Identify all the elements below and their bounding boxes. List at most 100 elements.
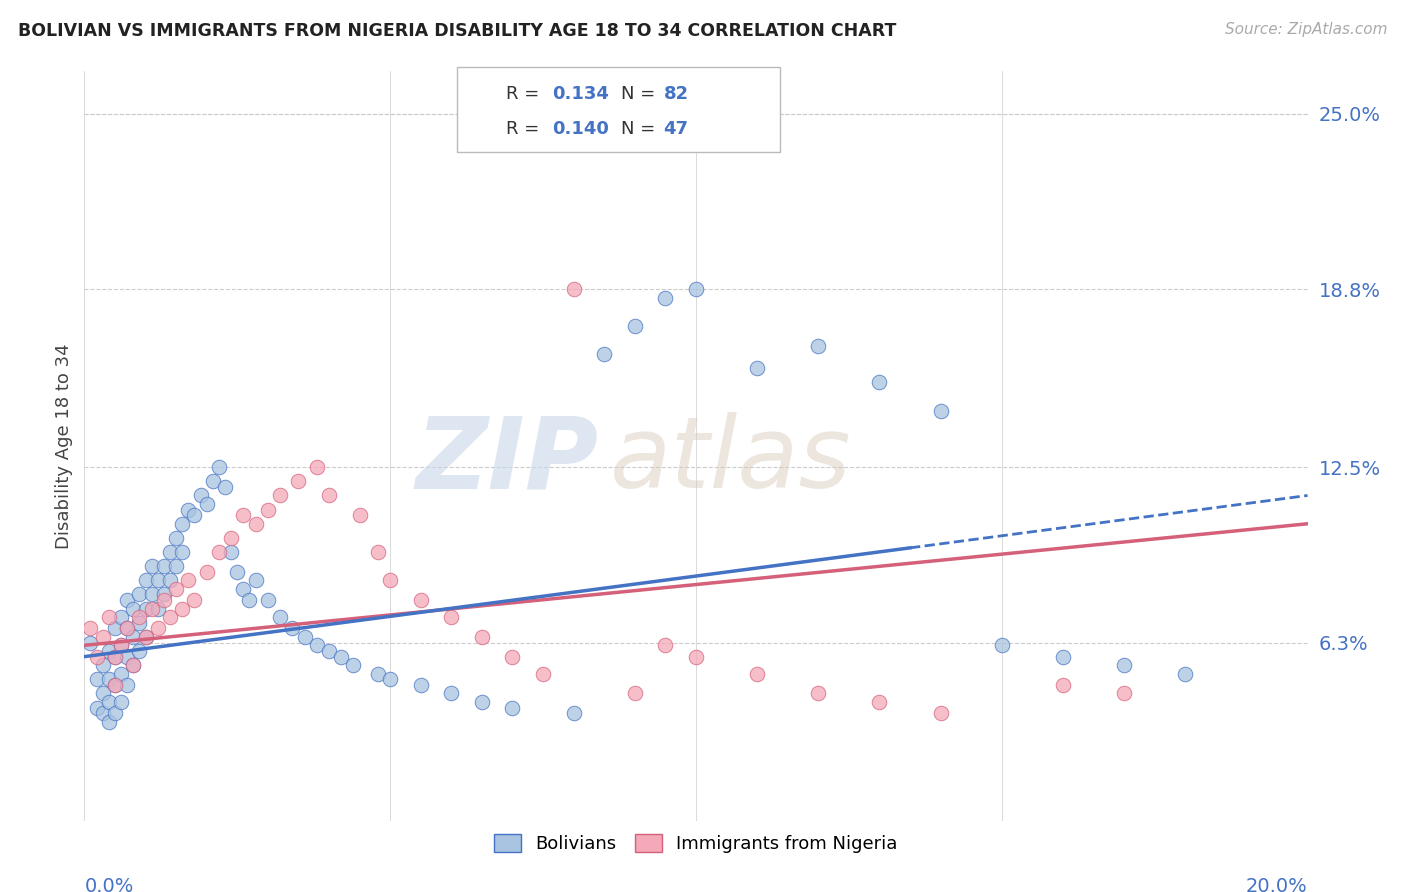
Point xyxy=(281,621,304,635)
Point xyxy=(1174,666,1197,681)
Point xyxy=(91,686,114,700)
Point xyxy=(165,531,187,545)
Point xyxy=(624,318,647,333)
Point xyxy=(91,630,114,644)
Point xyxy=(294,630,316,644)
Point xyxy=(195,565,218,579)
Point xyxy=(747,666,769,681)
Point xyxy=(115,621,138,635)
Point xyxy=(471,630,494,644)
Point xyxy=(122,630,145,644)
Point xyxy=(562,706,585,721)
Point xyxy=(869,376,891,390)
Point xyxy=(97,610,120,624)
Point xyxy=(141,559,163,574)
Point xyxy=(1114,686,1136,700)
Point xyxy=(471,695,494,709)
Point xyxy=(97,673,120,687)
Point xyxy=(245,574,267,588)
Point xyxy=(318,644,340,658)
Point xyxy=(141,601,163,615)
Point xyxy=(190,488,212,502)
Point xyxy=(165,559,187,574)
Point xyxy=(409,593,432,607)
Point xyxy=(269,488,291,502)
Point xyxy=(929,403,952,417)
Point xyxy=(287,475,309,489)
Point xyxy=(208,545,231,559)
Point xyxy=(115,649,138,664)
Point xyxy=(367,545,389,559)
Point xyxy=(232,508,254,523)
Y-axis label: Disability Age 18 to 34: Disability Age 18 to 34 xyxy=(55,343,73,549)
Point xyxy=(122,658,145,673)
Point xyxy=(122,601,145,615)
Point xyxy=(807,686,830,700)
Point xyxy=(135,601,157,615)
Point xyxy=(747,361,769,376)
Point xyxy=(110,638,132,652)
Point xyxy=(440,610,463,624)
Point xyxy=(153,559,176,574)
Point xyxy=(146,574,169,588)
Point xyxy=(201,475,224,489)
Text: Source: ZipAtlas.com: Source: ZipAtlas.com xyxy=(1225,22,1388,37)
Point xyxy=(654,638,676,652)
Point xyxy=(183,593,205,607)
Point xyxy=(593,347,616,361)
Point xyxy=(409,678,432,692)
Point xyxy=(86,649,108,664)
Point xyxy=(165,582,187,596)
Point xyxy=(440,686,463,700)
Point xyxy=(245,516,267,531)
Point xyxy=(97,714,120,729)
Point xyxy=(104,621,127,635)
Point xyxy=(624,686,647,700)
Point xyxy=(110,695,132,709)
Text: N =: N = xyxy=(621,85,661,103)
Point xyxy=(115,593,138,607)
Point xyxy=(128,644,150,658)
Point xyxy=(330,649,353,664)
Point xyxy=(257,593,280,607)
Point xyxy=(141,587,163,601)
Text: 0.0%: 0.0% xyxy=(84,877,134,892)
Text: ZIP: ZIP xyxy=(415,412,598,509)
Point xyxy=(79,621,101,635)
Legend: Bolivians, Immigrants from Nigeria: Bolivians, Immigrants from Nigeria xyxy=(486,827,905,860)
Point xyxy=(208,460,231,475)
Point xyxy=(195,497,218,511)
Point xyxy=(122,658,145,673)
Point xyxy=(110,610,132,624)
Text: BOLIVIAN VS IMMIGRANTS FROM NIGERIA DISABILITY AGE 18 TO 34 CORRELATION CHART: BOLIVIAN VS IMMIGRANTS FROM NIGERIA DISA… xyxy=(18,22,897,40)
Text: R =: R = xyxy=(506,120,546,138)
Point xyxy=(349,508,371,523)
Point xyxy=(97,644,120,658)
Text: R =: R = xyxy=(506,85,546,103)
Point xyxy=(146,601,169,615)
Text: 20.0%: 20.0% xyxy=(1246,877,1308,892)
Point xyxy=(305,638,328,652)
Point xyxy=(869,695,891,709)
Point xyxy=(146,621,169,635)
Point xyxy=(97,695,120,709)
Point xyxy=(159,574,181,588)
Point xyxy=(269,610,291,624)
Point xyxy=(502,649,524,664)
Point xyxy=(531,666,554,681)
Text: 0.140: 0.140 xyxy=(553,120,609,138)
Point xyxy=(685,649,707,664)
Point xyxy=(305,460,328,475)
Point xyxy=(135,630,157,644)
Text: 47: 47 xyxy=(664,120,689,138)
Point xyxy=(115,678,138,692)
Point xyxy=(654,291,676,305)
Point xyxy=(1052,678,1074,692)
Point xyxy=(562,282,585,296)
Point xyxy=(153,593,176,607)
Point xyxy=(807,338,830,352)
Point xyxy=(257,502,280,516)
Point xyxy=(685,282,707,296)
Point xyxy=(172,516,194,531)
Point xyxy=(128,587,150,601)
